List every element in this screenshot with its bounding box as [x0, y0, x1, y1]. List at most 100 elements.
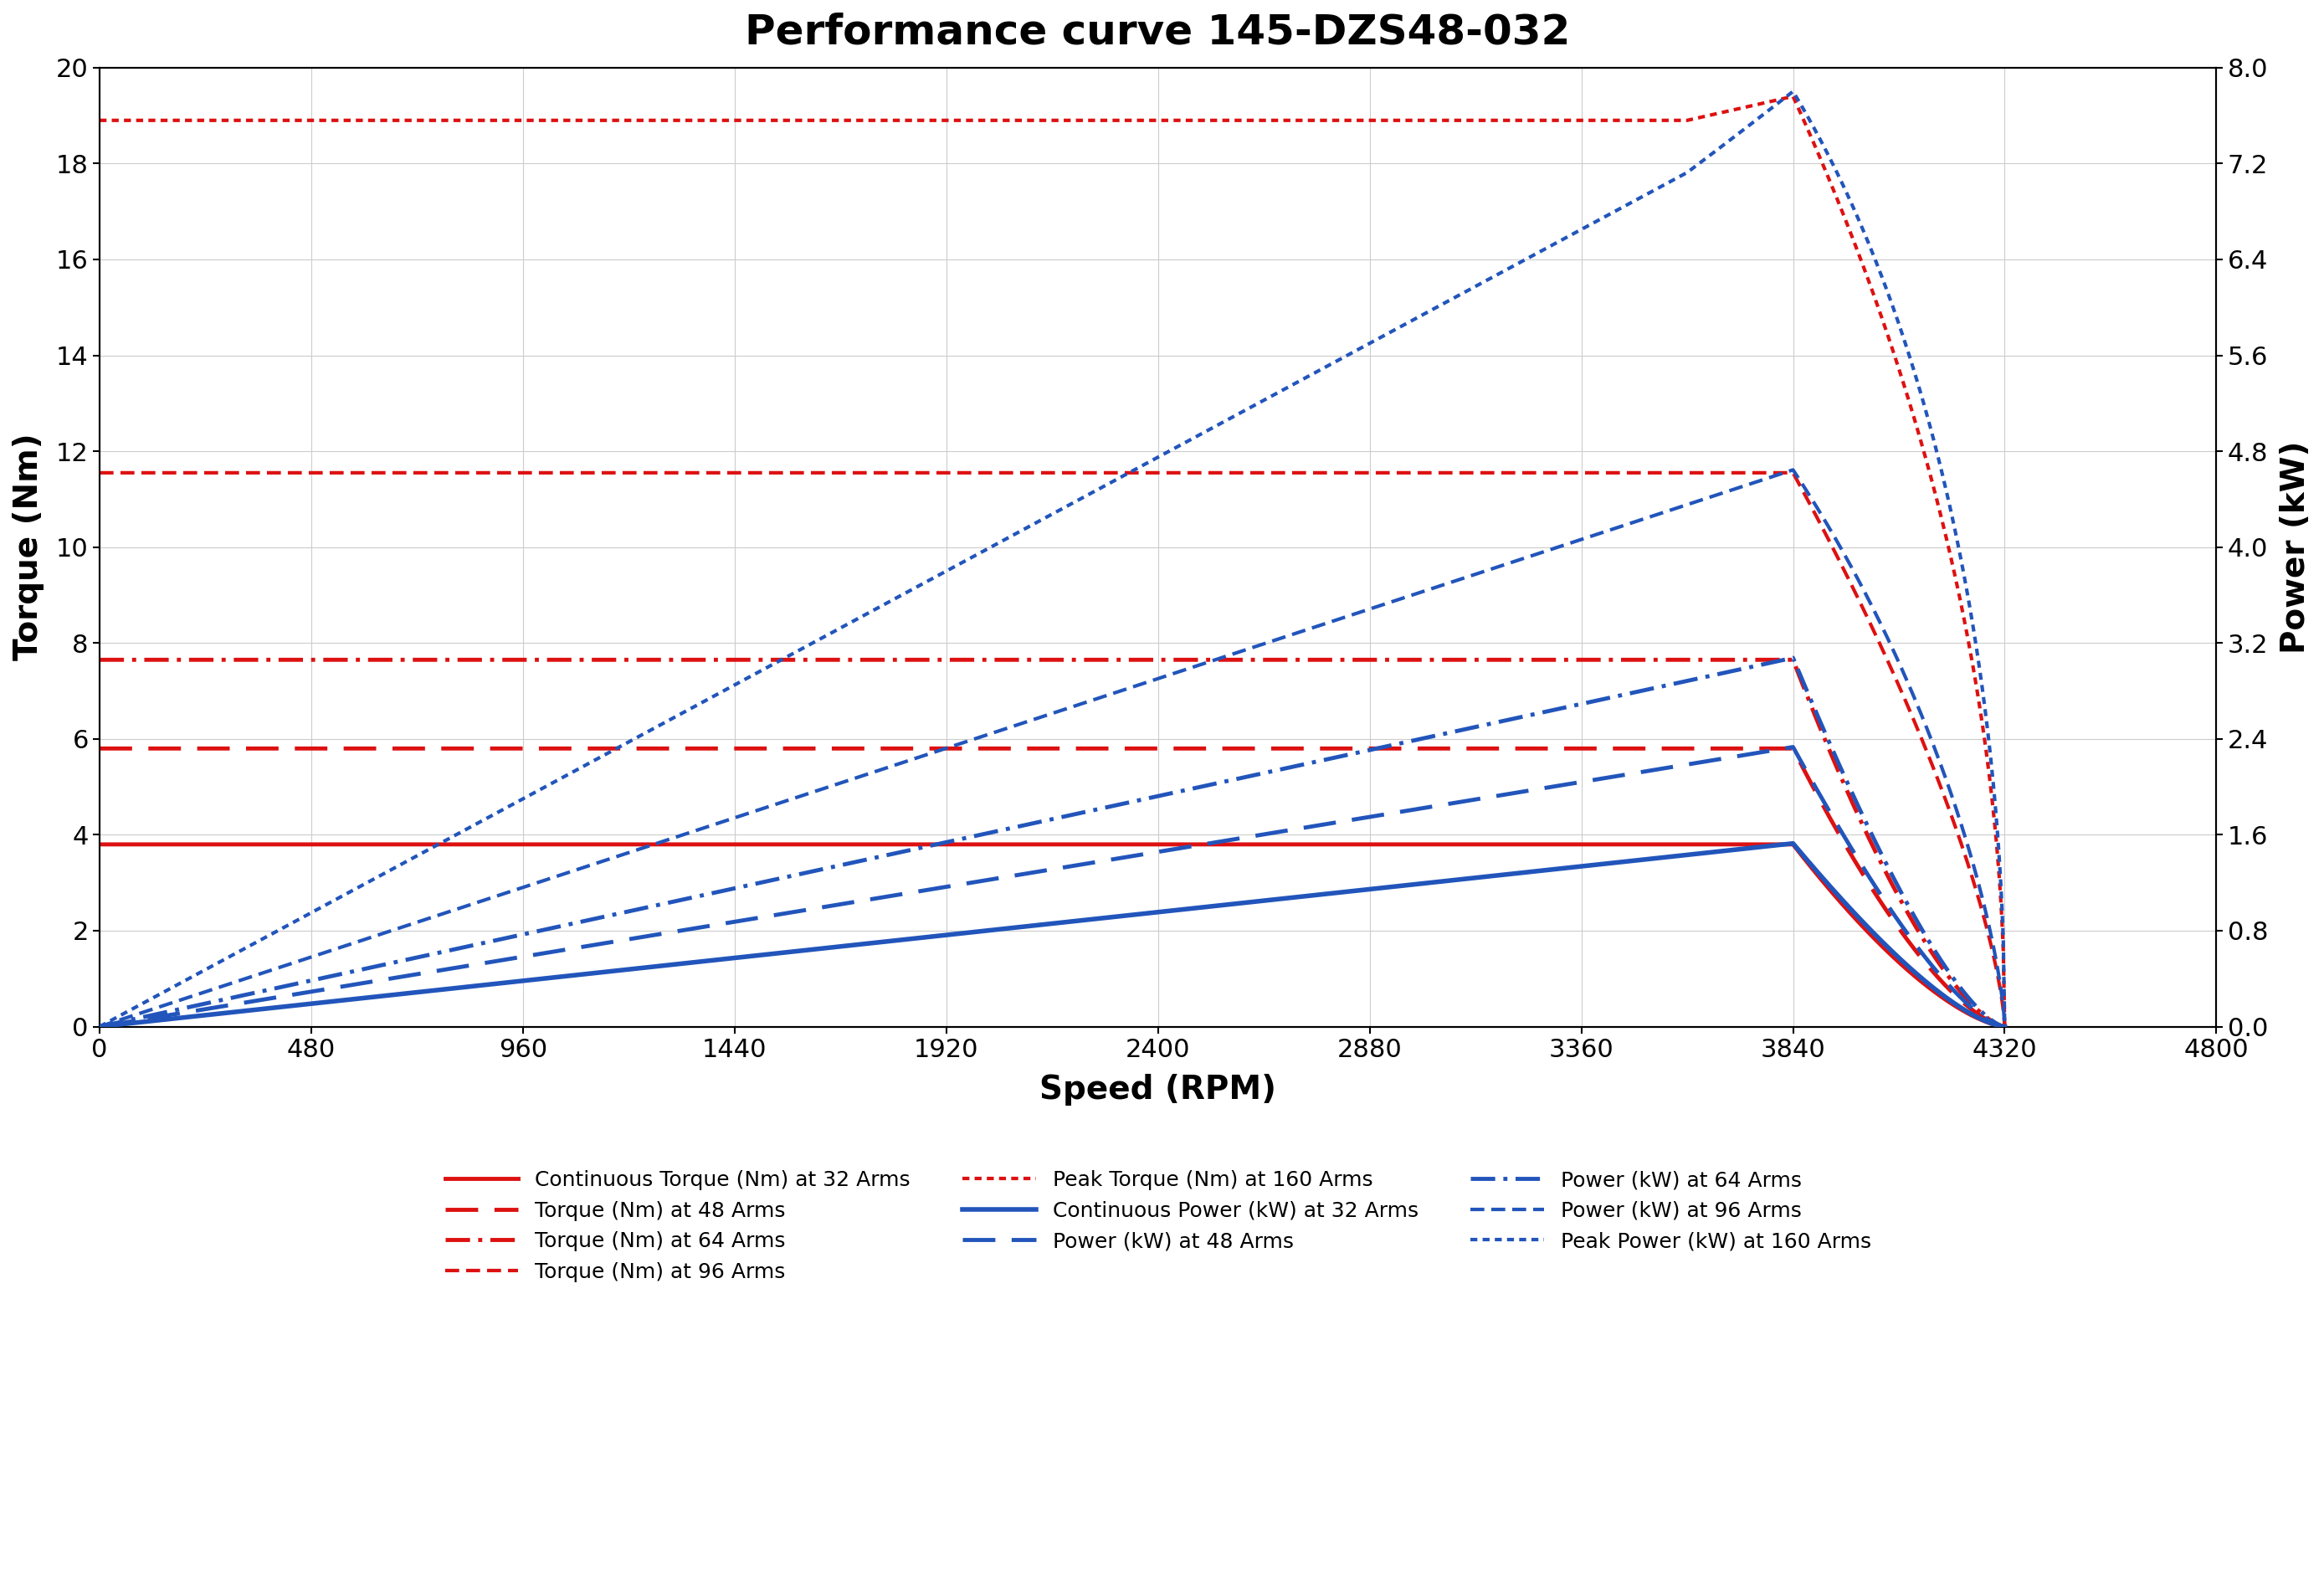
- Continuous Torque (Nm) at 32 Arms: [1989, 1016, 2017, 1035]
- Continuous Torque (Nm) at 32 Arms: [86, 834, 114, 853]
- Torque (Nm) at 48 Arms: [1989, 1016, 2017, 1035]
- Legend: Continuous Torque (Nm) at 32 Arms, Torque (Nm) at 48 Arms, Torque (Nm) at 64 Arm: Continuous Torque (Nm) at 32 Arms, Torqu…: [437, 1161, 1880, 1290]
- Power (kW) at 96 Arms: [1989, 1002, 2017, 1021]
- Continuous Power (kW) at 32 Arms: [344, 990, 372, 1009]
- Power (kW) at 48 Arms: [235, 993, 263, 1012]
- Power (kW) at 48 Arms: [1829, 823, 1857, 842]
- Torque (Nm) at 48 Arms: [235, 738, 263, 757]
- Continuous Power (kW) at 32 Arms: [1992, 1016, 2020, 1035]
- Torque (Nm) at 64 Arms: [1992, 1016, 2020, 1035]
- Line: Power (kW) at 64 Arms: Power (kW) at 64 Arms: [100, 658, 2006, 1026]
- Power (kW) at 64 Arms: [344, 961, 372, 980]
- Power (kW) at 64 Arms: [1780, 649, 1808, 668]
- Torque (Nm) at 48 Arms: [344, 738, 372, 757]
- Torque (Nm) at 48 Arms: [1576, 738, 1604, 757]
- Title: Performance curve 145-DZS48-032: Performance curve 145-DZS48-032: [746, 13, 1571, 53]
- Line: Continuous Torque (Nm) at 32 Arms: Continuous Torque (Nm) at 32 Arms: [100, 844, 2006, 1026]
- Continuous Power (kW) at 32 Arms: [235, 1001, 263, 1020]
- Power (kW) at 64 Arms: [1992, 1016, 2020, 1035]
- Continuous Torque (Nm) at 32 Arms: [235, 834, 263, 853]
- Y-axis label: Power (kW): Power (kW): [2280, 440, 2312, 654]
- Line: Power (kW) at 96 Arms: Power (kW) at 96 Arms: [100, 470, 2006, 1026]
- Line: Torque (Nm) at 96 Arms: Torque (Nm) at 96 Arms: [100, 473, 2006, 1026]
- Torque (Nm) at 96 Arms: [1989, 994, 2017, 1013]
- Power (kW) at 96 Arms: [86, 1016, 114, 1035]
- Power (kW) at 48 Arms: [1576, 771, 1604, 790]
- Torque (Nm) at 64 Arms: [1989, 1016, 2017, 1035]
- Power (kW) at 64 Arms: [625, 900, 653, 919]
- X-axis label: Speed (RPM): Speed (RPM): [1039, 1073, 1276, 1106]
- Continuous Torque (Nm) at 32 Arms: [625, 834, 653, 853]
- Peak Power (kW) at 160 Arms: [1896, 352, 1924, 371]
- Peak Power (kW) at 160 Arms: [1706, 138, 1734, 157]
- Torque (Nm) at 48 Arms: [86, 738, 114, 757]
- Peak Torque (Nm) at 160 Arms: [1896, 397, 1924, 416]
- Peak Torque (Nm) at 160 Arms: [1803, 141, 1831, 160]
- Torque (Nm) at 48 Arms: [1992, 1016, 2020, 1035]
- Power (kW) at 64 Arms: [1576, 693, 1604, 712]
- Continuous Power (kW) at 32 Arms: [1780, 834, 1808, 853]
- Peak Torque (Nm) at 160 Arms: [548, 112, 576, 130]
- Continuous Power (kW) at 32 Arms: [86, 1016, 114, 1035]
- Power (kW) at 48 Arms: [625, 928, 653, 947]
- Torque (Nm) at 96 Arms: [344, 463, 372, 482]
- Continuous Power (kW) at 32 Arms: [1989, 1016, 2017, 1035]
- Power (kW) at 64 Arms: [235, 985, 263, 1004]
- Torque (Nm) at 96 Arms: [86, 463, 114, 482]
- Torque (Nm) at 96 Arms: [235, 463, 263, 482]
- Power (kW) at 48 Arms: [1989, 1016, 2017, 1035]
- Torque (Nm) at 48 Arms: [1827, 828, 1855, 847]
- Torque (Nm) at 64 Arms: [344, 650, 372, 669]
- Power (kW) at 96 Arms: [1829, 540, 1857, 559]
- Peak Power (kW) at 160 Arms: [548, 768, 576, 787]
- Torque (Nm) at 96 Arms: [1992, 1016, 2020, 1035]
- Power (kW) at 64 Arms: [1829, 762, 1857, 781]
- Peak Torque (Nm) at 160 Arms: [1780, 86, 1808, 105]
- Power (kW) at 48 Arms: [344, 974, 372, 993]
- Peak Torque (Nm) at 160 Arms: [1992, 1016, 2020, 1035]
- Power (kW) at 96 Arms: [1992, 1016, 2020, 1035]
- Torque (Nm) at 64 Arms: [1827, 768, 1855, 787]
- Peak Power (kW) at 160 Arms: [1803, 124, 1831, 143]
- Power (kW) at 96 Arms: [625, 840, 653, 859]
- Line: Peak Power (kW) at 160 Arms: Peak Power (kW) at 160 Arms: [100, 91, 2006, 1026]
- Torque (Nm) at 64 Arms: [625, 650, 653, 669]
- Continuous Power (kW) at 32 Arms: [625, 958, 653, 977]
- Power (kW) at 96 Arms: [344, 932, 372, 950]
- Peak Power (kW) at 160 Arms: [1992, 1016, 2020, 1035]
- Power (kW) at 48 Arms: [86, 1016, 114, 1035]
- Torque (Nm) at 96 Arms: [1576, 463, 1604, 482]
- Continuous Power (kW) at 32 Arms: [1576, 856, 1604, 875]
- Torque (Nm) at 64 Arms: [1576, 650, 1604, 669]
- Power (kW) at 48 Arms: [1992, 1016, 2020, 1035]
- Torque (Nm) at 64 Arms: [86, 650, 114, 669]
- Torque (Nm) at 64 Arms: [235, 650, 263, 669]
- Continuous Torque (Nm) at 32 Arms: [1576, 834, 1604, 853]
- Peak Power (kW) at 160 Arms: [1780, 82, 1808, 101]
- Line: Continuous Power (kW) at 32 Arms: Continuous Power (kW) at 32 Arms: [100, 844, 2006, 1026]
- Torque (Nm) at 48 Arms: [625, 738, 653, 757]
- Y-axis label: Torque (Nm): Torque (Nm): [12, 434, 44, 661]
- Continuous Torque (Nm) at 32 Arms: [344, 834, 372, 853]
- Line: Peak Torque (Nm) at 160 Arms: Peak Torque (Nm) at 160 Arms: [100, 96, 2006, 1026]
- Peak Torque (Nm) at 160 Arms: [1706, 104, 1734, 123]
- Power (kW) at 64 Arms: [1989, 1016, 2017, 1035]
- Continuous Torque (Nm) at 32 Arms: [1827, 894, 1855, 913]
- Power (kW) at 48 Arms: [1780, 738, 1808, 757]
- Power (kW) at 64 Arms: [86, 1016, 114, 1035]
- Peak Power (kW) at 160 Arms: [1822, 160, 1850, 179]
- Peak Torque (Nm) at 160 Arms: [541, 112, 569, 130]
- Line: Torque (Nm) at 48 Arms: Torque (Nm) at 48 Arms: [100, 748, 2006, 1026]
- Peak Torque (Nm) at 160 Arms: [86, 112, 114, 130]
- Continuous Power (kW) at 32 Arms: [1829, 891, 1857, 910]
- Torque (Nm) at 96 Arms: [1827, 555, 1855, 573]
- Power (kW) at 96 Arms: [1780, 460, 1808, 479]
- Peak Torque (Nm) at 160 Arms: [1822, 185, 1850, 204]
- Power (kW) at 96 Arms: [235, 968, 263, 987]
- Continuous Torque (Nm) at 32 Arms: [1992, 1016, 2020, 1035]
- Line: Torque (Nm) at 64 Arms: Torque (Nm) at 64 Arms: [100, 660, 2006, 1026]
- Peak Power (kW) at 160 Arms: [86, 1016, 114, 1035]
- Line: Power (kW) at 48 Arms: Power (kW) at 48 Arms: [100, 748, 2006, 1026]
- Torque (Nm) at 96 Arms: [625, 463, 653, 482]
- Peak Power (kW) at 160 Arms: [541, 773, 569, 792]
